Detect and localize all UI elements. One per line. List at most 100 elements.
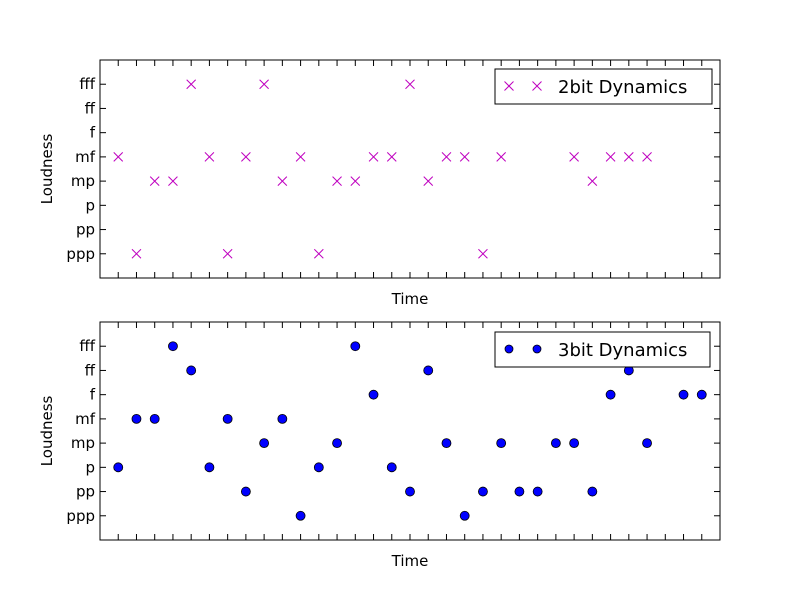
bottom-point-7	[222, 413, 233, 424]
top-ytick-label-mp: mp	[71, 172, 95, 190]
top-point-8	[241, 152, 251, 162]
bottom-legend-label: 3bit Dynamics	[558, 340, 687, 361]
top-point-7-stroke-b	[222, 248, 233, 259]
top-point-4	[168, 176, 178, 186]
bottom-point-9	[259, 438, 270, 449]
top-point-18	[423, 176, 434, 186]
top-legend-marker-2	[532, 81, 542, 91]
top-ytick-label-ppp: ppp	[66, 245, 95, 263]
bottom-legend-marker-2	[532, 344, 542, 354]
bottom-point-2	[131, 413, 142, 424]
top-point-20	[459, 152, 470, 162]
top-point-5-stroke-b	[186, 79, 197, 90]
top-point-21-stroke-b	[478, 248, 488, 259]
bottom-point-10	[277, 413, 288, 424]
top-point-14	[350, 176, 361, 186]
top-point-9	[259, 79, 269, 90]
top-point-26-stroke-b	[569, 152, 579, 162]
bottom-ytick-label-pp: pp	[76, 483, 95, 501]
top-point-28	[605, 152, 616, 162]
top-point-6-stroke-b	[204, 152, 215, 162]
top-data-points	[113, 79, 652, 259]
bottom-x-axis-label: Time	[391, 552, 429, 570]
bottom-point-5	[186, 365, 197, 376]
bottom-point-27	[587, 486, 598, 497]
top-point-13	[332, 176, 342, 186]
bottom-point-1	[113, 462, 124, 473]
top-point-21	[478, 248, 488, 259]
bottom-point-24	[532, 486, 543, 497]
top-point-17	[405, 79, 415, 90]
bottom-point-30	[642, 438, 652, 449]
top-point-20-stroke-b	[459, 152, 470, 162]
bottom-point-23	[514, 486, 525, 497]
bottom-legend-markers	[504, 344, 542, 354]
top-point-29-stroke-b	[623, 152, 634, 162]
bottom-x-ticks	[117, 322, 703, 540]
top-point-22	[496, 152, 507, 162]
top-ytick-label-fff: fff	[79, 75, 95, 93]
top-point-11-stroke-b	[295, 152, 306, 162]
bottom-data-points	[113, 341, 707, 521]
top-point-27-stroke-b	[587, 176, 598, 186]
top-legend-label: 2bit Dynamics	[558, 77, 687, 98]
top-point-28-stroke-b	[605, 152, 616, 162]
bottom-point-32	[678, 389, 689, 400]
top-point-4-stroke-b	[168, 176, 178, 186]
bottom-point-3	[149, 413, 160, 424]
top-point-11	[295, 152, 306, 162]
bottom-legend-marker-1	[504, 344, 514, 354]
top-point-30	[642, 152, 652, 162]
top-point-27	[587, 176, 598, 186]
bottom-point-18	[423, 365, 434, 376]
bottom-legend: 3bit Dynamics	[494, 331, 711, 368]
top-point-2	[131, 248, 142, 259]
top-point-7	[222, 248, 233, 259]
top-point-3	[149, 176, 160, 186]
top-point-26	[569, 152, 579, 162]
bottom-point-6	[204, 462, 215, 473]
top-x-ticks	[117, 60, 703, 278]
top-point-8-stroke-b	[241, 152, 251, 162]
top-ytick-label-pp: pp	[76, 221, 95, 239]
bottom-point-11	[295, 510, 306, 521]
top-ytick-label-ff: ff	[85, 99, 96, 117]
bottom-ytick-label-p: p	[85, 458, 95, 476]
top-point-19	[441, 152, 452, 162]
bottom-ytick-label-fff: fff	[79, 337, 95, 355]
top-point-2-stroke-b	[131, 248, 142, 259]
top-point-16-stroke-b	[386, 152, 397, 162]
top-point-1-stroke-b	[113, 152, 124, 162]
bottom-point-21	[478, 486, 488, 497]
top-legend-markers	[504, 81, 542, 91]
top-point-12-stroke-b	[313, 248, 324, 259]
top-ytick-label-p: p	[85, 196, 95, 214]
top-point-6	[204, 152, 215, 162]
bottom-point-17	[405, 486, 415, 497]
top-ytick-label-f: f	[90, 124, 96, 142]
top-point-13-stroke-b	[332, 176, 342, 186]
top-legend-marker-1	[504, 81, 514, 91]
bottom-point-4	[168, 341, 178, 352]
bottom-ytick-label-mp: mp	[71, 434, 95, 452]
top-legend-box	[494, 68, 713, 105]
top-point-15	[368, 152, 379, 162]
bottom-point-25	[550, 438, 561, 449]
top-ytick-label-mf: mf	[75, 148, 96, 166]
top-legend-marker-2-stroke-b	[532, 81, 542, 91]
top-point-16	[386, 152, 397, 162]
bottom-point-19	[441, 438, 452, 449]
top-point-29	[623, 152, 634, 162]
bottom-point-28	[605, 389, 616, 400]
bottom-point-20	[459, 510, 470, 521]
bottom-ytick-label-mf: mf	[75, 410, 96, 428]
bottom-point-16	[386, 462, 397, 473]
top-point-14-stroke-b	[350, 176, 361, 186]
top-x-axis-label: Time	[391, 290, 429, 308]
top-point-18-stroke-b	[423, 176, 434, 186]
bottom-y-axis-label: Loudness	[38, 395, 56, 466]
